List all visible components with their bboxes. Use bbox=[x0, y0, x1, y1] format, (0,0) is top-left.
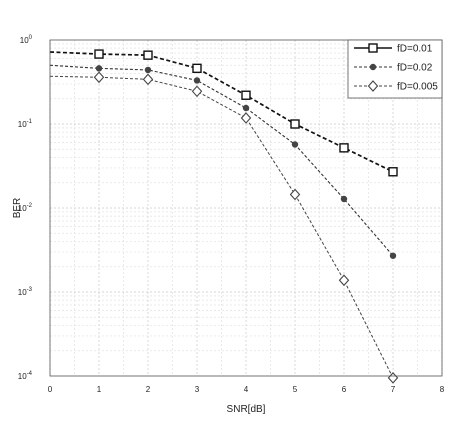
series-line bbox=[49, 75, 394, 379]
data-point-square bbox=[192, 63, 202, 74]
data-point-circle bbox=[95, 65, 103, 72]
data-point-diamond bbox=[338, 274, 350, 287]
legend-box bbox=[347, 39, 443, 99]
plot-frame bbox=[49, 39, 443, 377]
x-tick-label: 5 bbox=[293, 385, 298, 394]
data-point-square bbox=[94, 49, 104, 59]
data-point-square bbox=[143, 50, 153, 60]
data-point-diamond bbox=[289, 188, 301, 201]
series-lines bbox=[49, 51, 394, 379]
y-tick-label: 10-3 bbox=[18, 287, 33, 297]
x-tick-label: 2 bbox=[146, 385, 151, 394]
x-tick-label: 1 bbox=[97, 385, 102, 394]
y-tick-label: 10-1 bbox=[18, 119, 33, 129]
data-point-square bbox=[290, 119, 300, 129]
data-point-square bbox=[368, 43, 378, 53]
x-tick-label: 7 bbox=[391, 385, 396, 394]
y-tick-label: 10-4 bbox=[18, 371, 33, 381]
series-markers bbox=[93, 49, 399, 384]
y-tick-label: 10-2 bbox=[18, 203, 33, 213]
legend-label: fD=0.02 bbox=[397, 63, 433, 74]
data-point-circle bbox=[144, 66, 152, 74]
series-line bbox=[49, 51, 394, 173]
x-tick-labels: 0 1 2 3 4 5 6 7 8 bbox=[48, 385, 445, 394]
y-tick-label: 100 bbox=[20, 35, 33, 45]
x-tick-label: 4 bbox=[244, 385, 249, 394]
y-tick-labels: 100 10-1 10-2 10-3 10-4 bbox=[18, 35, 33, 381]
y-axis-label: BER bbox=[12, 198, 23, 219]
legend-label: fD=0.005 bbox=[397, 82, 438, 93]
legend-label: fD=0.01 bbox=[397, 44, 433, 55]
data-point-square bbox=[339, 143, 349, 153]
data-point-diamond bbox=[367, 80, 379, 92]
data-point-circle bbox=[242, 104, 250, 112]
data-point-square bbox=[241, 90, 251, 100]
x-tick-label: 8 bbox=[440, 385, 445, 394]
legend: fD=0.01 fD=0.02 fD=0.005 bbox=[347, 39, 443, 99]
data-point-diamond bbox=[191, 85, 203, 98]
data-point-diamond bbox=[93, 71, 105, 84]
data-point-circle bbox=[340, 195, 348, 203]
data-point-diamond bbox=[142, 73, 154, 86]
data-point-circle bbox=[369, 63, 377, 71]
data-point-diamond bbox=[240, 112, 252, 124]
data-point-circle bbox=[193, 77, 201, 84]
x-axis-label: SNR[dB] bbox=[227, 404, 266, 415]
data-point-circle bbox=[291, 141, 299, 148]
data-point-circle bbox=[389, 252, 397, 259]
x-tick-label: 3 bbox=[195, 385, 200, 394]
x-tick-label: 6 bbox=[342, 385, 347, 394]
x-tick-label: 0 bbox=[48, 385, 53, 394]
series-line bbox=[49, 64, 394, 257]
data-point-square bbox=[388, 167, 398, 177]
